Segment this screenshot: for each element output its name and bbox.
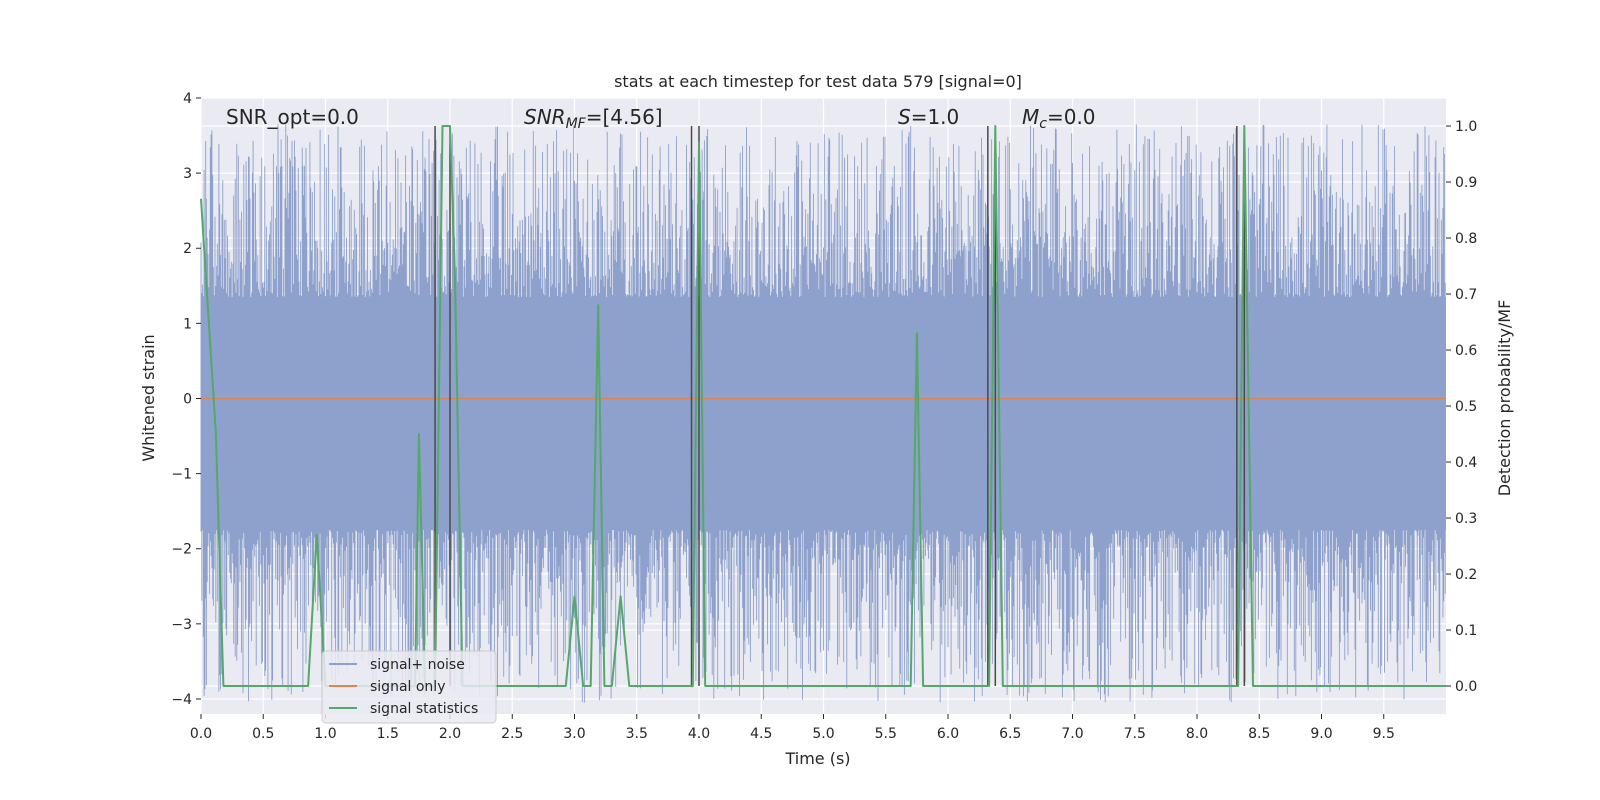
y-axis-left-label: Whitened strain: [139, 334, 158, 461]
x-tick-label: 0.5: [252, 726, 274, 742]
annotation-mc: Mc=0.0: [1022, 105, 1096, 132]
x-tick-label: 5.0: [812, 726, 834, 742]
annotation-mc-subscript: c: [1039, 116, 1047, 132]
x-tick-label: 1.0: [314, 726, 336, 742]
y-left-tick-label: −3: [171, 617, 192, 633]
x-tick-label: 3.0: [563, 726, 585, 742]
x-tick-label: 2.0: [439, 726, 461, 742]
annotation-s-symbol: S: [898, 105, 911, 129]
x-tick-label: 3.5: [626, 726, 648, 742]
y-right-tick-label: 0.4: [1455, 455, 1477, 471]
annotation-snr-mf: SNRMF=[4.56]: [524, 105, 663, 132]
annotation-s: S=1.0: [898, 105, 959, 129]
y-right-tick-label: 0.3: [1455, 511, 1477, 527]
y-left-tick-label: −2: [171, 542, 192, 558]
x-tick-label: 6.0: [937, 726, 959, 742]
chart-title: stats at each timestep for test data 579…: [614, 72, 1022, 91]
y-right-tick-label: 0.5: [1455, 399, 1477, 415]
x-tick-label: 8.5: [1248, 726, 1270, 742]
vertical-markers: [434, 126, 1246, 686]
y-right-tick-label: 0.6: [1455, 343, 1477, 359]
y-right-tick-label: 0.1: [1455, 623, 1477, 639]
x-tick-label: 9.5: [1373, 726, 1395, 742]
y-left-tick-label: −4: [171, 692, 192, 708]
y-left-tick-label: 2: [183, 241, 192, 257]
annotation-snr-mf-subscript: MF: [566, 116, 587, 132]
x-tick-label: 0.0: [190, 726, 212, 742]
annotation-snr-opt: SNR_opt=0.0: [226, 105, 359, 129]
y-left-tick-label: 1: [183, 316, 192, 332]
annotation-mc-symbol: M: [1022, 105, 1039, 129]
x-tick-label: 5.5: [875, 726, 897, 742]
noise-trace: [200, 124, 1446, 703]
y-left-tick-label: 3: [183, 166, 192, 182]
series-signal-noise: [200, 124, 1446, 703]
legend: signal+ noise signal only signal statist…: [321, 650, 497, 724]
annotation-snr-mf-symbol: SNR: [524, 105, 566, 129]
annotation-s-value: =1.0: [911, 105, 960, 129]
legend-box: [321, 650, 497, 724]
x-tick-label: 1.5: [377, 726, 399, 742]
y-right-tick-label: 0.2: [1455, 567, 1477, 583]
y-right-tick-label: 0.8: [1455, 231, 1477, 247]
x-tick-label: 2.5: [501, 726, 523, 742]
x-tick-label: 6.5: [999, 726, 1021, 742]
x-tick-label: 8.0: [1186, 726, 1208, 742]
x-tick-label: 7.5: [1124, 726, 1146, 742]
annotation-snr-mf-value: =[4.56]: [586, 105, 663, 129]
x-tick-label: 9.0: [1310, 726, 1332, 742]
y-left-tick-label: 0: [183, 391, 192, 407]
legend-label-signal-noise: signal+ noise: [370, 657, 465, 673]
x-tick-label: 4.5: [750, 726, 772, 742]
x-tick-label: 4.0: [688, 726, 710, 742]
legend-label-signal-only: signal only: [370, 679, 445, 695]
y-axis-right-ticks: 1.0 0.9 0.8 0.7 0.6 0.5 0.4 0.3 0.2 0.1 0.0: [1446, 119, 1477, 695]
y-right-tick-label: 0.9: [1455, 175, 1477, 191]
y-axis-right-label: Detection probability/MF: [1495, 300, 1514, 497]
y-left-tick-label: 4: [183, 91, 192, 107]
annotation-mc-value: =0.0: [1047, 105, 1096, 129]
signal-statistics-line: [200, 125, 1446, 687]
x-axis-ticks: 0.0 0.5 1.0 1.5 2.0 2.5 3.0 3.5 4.0 4.5 5.0 5.5 6.0 6…: [190, 714, 1395, 742]
y-left-tick-label: −1: [171, 467, 192, 483]
y-axis-left-ticks: 4 3 2 1 0 −1 −2 −3 −4: [171, 91, 201, 708]
y-right-tick-label: 1.0: [1455, 119, 1477, 135]
x-axis-label: Time (s): [784, 749, 850, 768]
legend-label-signal-statistics: signal statistics: [370, 701, 478, 717]
series-signal-statistics: [200, 125, 1446, 687]
y-right-tick-label: 0.7: [1455, 287, 1477, 303]
x-tick-label: 7.0: [1061, 726, 1083, 742]
y-right-tick-label: 0.0: [1455, 679, 1477, 695]
